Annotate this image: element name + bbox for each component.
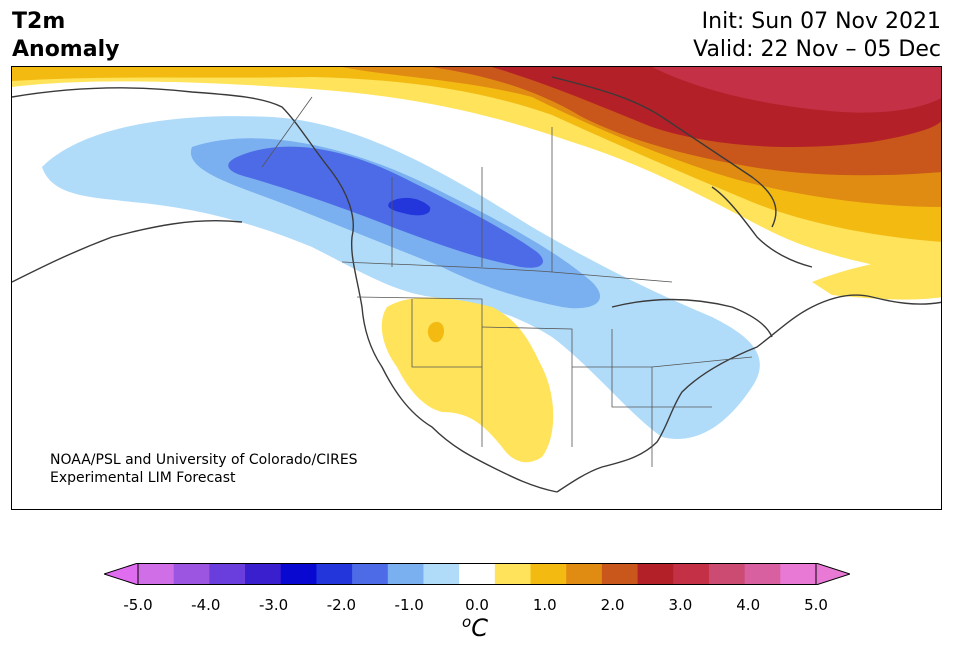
anomaly-map: NOAA/PSL and University of Colorado/CIRE… — [11, 66, 942, 510]
colorbar-cell — [601, 563, 639, 585]
unit-main: C — [471, 614, 488, 642]
colorbar-cell — [494, 563, 532, 585]
colorbar-cell — [209, 563, 246, 585]
warm-east-bulge — [812, 252, 941, 300]
credit-line-2: Experimental LIM Forecast — [50, 470, 236, 486]
colorbar-cell — [673, 563, 710, 585]
unit-superscript: o — [462, 613, 472, 631]
colorbar-cell — [352, 563, 389, 585]
borders — [261, 96, 753, 467]
cold-band-3 — [228, 146, 543, 268]
colorbar-cell — [708, 563, 746, 585]
colorbar-cell — [280, 563, 317, 585]
warm-southwest-1 — [381, 297, 554, 463]
colorbar-cell — [637, 563, 674, 585]
colorbar-cell — [459, 563, 496, 585]
colorbar-cell — [566, 563, 603, 585]
colorbar-tick-label: 5.0 — [804, 596, 828, 614]
map-canvas — [12, 67, 941, 493]
colorbar-tick-label: 3.0 — [668, 596, 693, 614]
colorbar-tick-label: -2.0 — [326, 596, 357, 614]
forecast-dates: Init: Sun 07 Nov 2021 Valid: 22 Nov – 05… — [693, 8, 941, 64]
cold-band-1 — [42, 116, 760, 439]
credit-text: NOAA/PSL and University of Colorado/CIRE… — [50, 451, 358, 487]
colorbar-tick-label: 0.0 — [465, 596, 489, 614]
colorbar-cell — [387, 563, 424, 585]
cold-band-4 — [388, 197, 431, 216]
title-line-1: T2m — [12, 9, 66, 34]
colorbar-ticks: -5.0 -4.0 -3.0 -2.0 -1.0 0.0 1.0 2.0 3.0 4.0 5.0 — [0, 596, 953, 616]
warm-southwest-2 — [427, 321, 444, 343]
valid-period: Valid: 22 Nov – 05 Dec — [693, 37, 941, 62]
title-line-2: Anomaly — [12, 37, 120, 62]
colorbar-tick-label: -3.0 — [258, 596, 289, 614]
colorbar-cell — [744, 563, 781, 585]
colorbar-tick-label: 1.0 — [532, 596, 557, 614]
colorbar-tick-label: 4.0 — [736, 596, 761, 614]
colorbar-tick-label: -5.0 — [123, 596, 153, 614]
colorbar-over-arrow — [815, 563, 850, 585]
warm-band-6 — [652, 67, 941, 113]
colorbar-outline — [137, 563, 817, 585]
colorbar-cell — [138, 563, 175, 585]
colorbar-cell — [245, 563, 282, 585]
map-title: T2m Anomaly — [12, 8, 119, 64]
colorbar-cell — [530, 563, 567, 585]
colorbar-cell — [316, 563, 353, 585]
colorbar-tick-label: -1.0 — [394, 596, 424, 614]
unit-label: oC — [462, 613, 488, 642]
credit-line-1: NOAA/PSL and University of Colorado/CIRE… — [50, 452, 358, 468]
colorbar-tick-label: -4.0 — [191, 596, 221, 614]
coastlines — [12, 76, 941, 493]
colorbar-tick-label: 2.0 — [600, 596, 625, 614]
colorbar-cell — [173, 563, 210, 585]
init-date: Init: Sun 07 Nov 2021 — [701, 9, 941, 34]
colorbar-cell — [780, 563, 817, 585]
colorbar-under-arrow — [104, 563, 139, 585]
colorbar — [104, 563, 850, 585]
colorbar-cell — [423, 563, 460, 585]
